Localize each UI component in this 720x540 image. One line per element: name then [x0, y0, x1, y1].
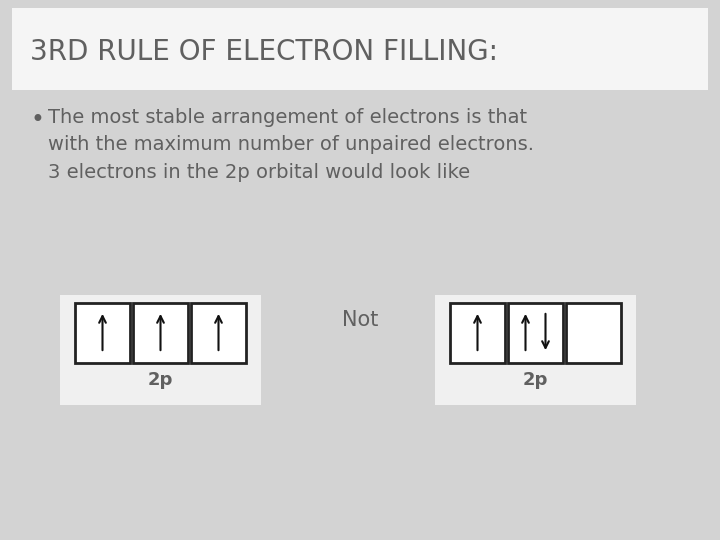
Bar: [435, 295, 636, 405]
Text: 2p: 2p: [523, 371, 548, 389]
Bar: [450, 303, 505, 363]
Bar: [75, 303, 130, 363]
Bar: [191, 303, 246, 363]
Bar: [60, 295, 261, 405]
Bar: [12, 8, 708, 90]
Bar: [508, 303, 563, 363]
Bar: [566, 303, 621, 363]
Text: 3RD RULE OF ELECTRON FILLING:: 3RD RULE OF ELECTRON FILLING:: [30, 38, 498, 66]
Text: Not: Not: [342, 310, 378, 330]
Text: The most stable arrangement of electrons is that
with the maximum number of unpa: The most stable arrangement of electrons…: [48, 108, 534, 181]
Bar: [133, 303, 188, 363]
Text: •: •: [30, 108, 44, 132]
Text: 2p: 2p: [148, 371, 174, 389]
